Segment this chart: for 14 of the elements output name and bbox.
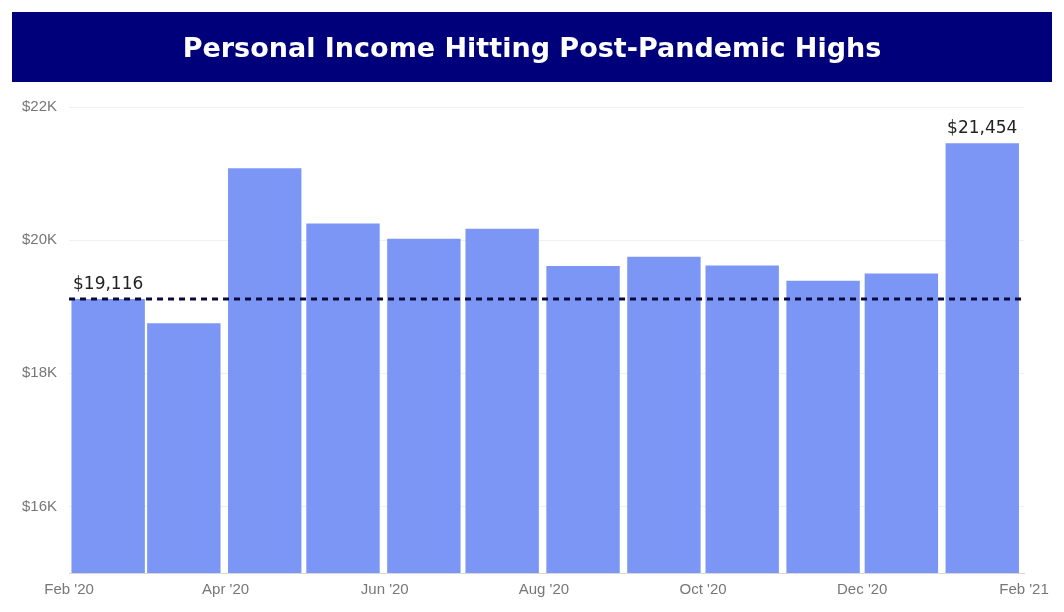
data-label: $19,116: [73, 272, 144, 293]
y-tick-label: $22K: [21, 97, 58, 115]
chart-title: Personal Income Hitting Post-Pandemic Highs: [12, 12, 1052, 82]
x-tick-label: Dec '20: [837, 580, 888, 598]
x-tick-label: Oct '20: [679, 580, 727, 598]
y-tick-label: $20K: [21, 230, 58, 248]
x-tick-label: Feb '20: [44, 580, 94, 598]
y-tick-label: $18K: [21, 363, 58, 381]
data-label: $21,454: [947, 117, 1018, 138]
x-tick-label: Jun '20: [360, 580, 409, 598]
x-tick-label: Aug '20: [518, 580, 570, 598]
y-tick-label: $16K: [21, 496, 58, 514]
x-tick-label: Apr '20: [202, 580, 250, 598]
x-tick-label: Feb '21: [999, 580, 1049, 598]
